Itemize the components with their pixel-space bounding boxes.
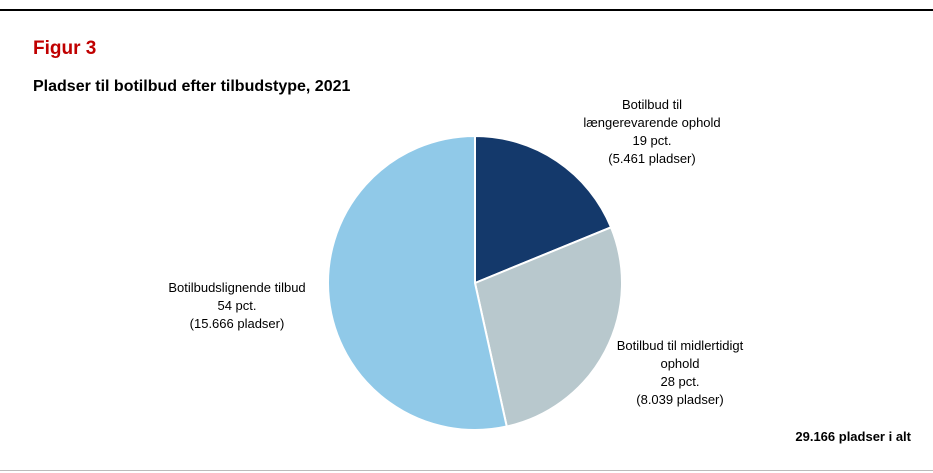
slice-label: Botilbud til midlertidigt ophold 28 pct. (…	[605, 337, 755, 409]
slice-label-line: (5.461 pladser)	[608, 151, 696, 166]
slice-label: Botilbudslignende tilbud 54 pct. (15.666 p…	[137, 279, 337, 333]
slice-label-line: Botilbud til længerevarende ophold	[583, 97, 721, 130]
total-note: 29.166 pladser i alt	[795, 429, 911, 444]
pie-slice	[473, 225, 623, 428]
slice-label-line: Botilbudslignende tilbud	[168, 280, 306, 295]
slice-label-line: 54 pct.	[217, 298, 257, 313]
bottom-rule	[0, 470, 933, 471]
slice-label: Botilbud til længerevarende ophold 19 pct…	[577, 96, 727, 168]
slice-label-line: (15.666 pladser)	[189, 316, 285, 331]
slice-label-line: 19 pct.	[632, 133, 672, 148]
pie-slice	[474, 134, 613, 285]
pie-slice	[327, 134, 508, 431]
chart-title: Pladser til botilbud efter tilbudstype, …	[33, 78, 351, 95]
slice-label-line: 28 pct.	[660, 374, 700, 389]
top-rule	[0, 9, 933, 11]
slice-label-line: Botilbud til midlertidigt ophold	[616, 338, 744, 371]
figure-number: Figur 3	[33, 38, 97, 59]
slice-label-line: (8.039 pladser)	[636, 392, 724, 407]
